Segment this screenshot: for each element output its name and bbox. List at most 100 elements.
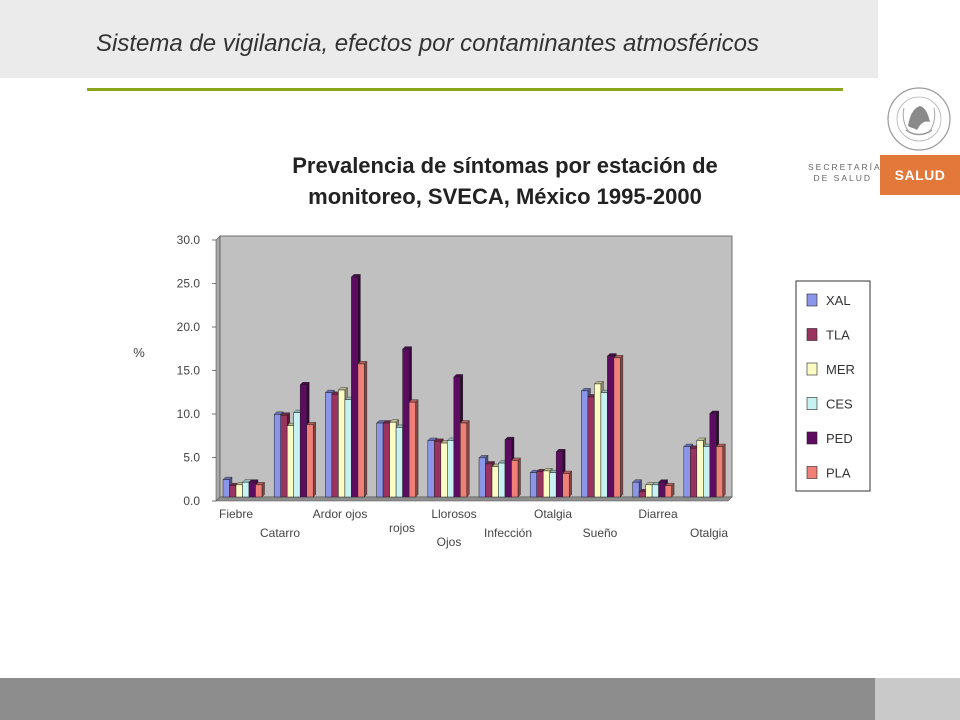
bar-xal xyxy=(478,457,486,498)
bar-xal xyxy=(632,481,640,498)
bar-pla xyxy=(562,473,570,498)
bar-mer xyxy=(286,425,294,498)
legend-label-ped: PED xyxy=(826,431,853,446)
bar-ped xyxy=(402,348,410,498)
plot-side-wall xyxy=(215,235,221,502)
bar-ped xyxy=(351,276,359,498)
seal-icon xyxy=(887,87,951,151)
bar-xal xyxy=(376,422,384,498)
bar-pla xyxy=(408,401,416,498)
bar-ces xyxy=(549,472,557,498)
footer-bar xyxy=(0,678,875,720)
category-label: rojos xyxy=(389,521,415,535)
legend-swatch-pla xyxy=(806,466,818,479)
bar-pla xyxy=(613,357,621,498)
y-tick-label: 25.0 xyxy=(177,277,201,291)
bar-side xyxy=(313,421,316,498)
footer-right-block xyxy=(875,678,960,720)
bar-mer xyxy=(338,389,346,498)
bar-ped xyxy=(299,384,307,498)
legend-label-pla: PLA xyxy=(826,466,851,481)
legend-swatch-mer xyxy=(806,362,818,376)
bar-tla xyxy=(485,463,493,498)
bar-xal xyxy=(222,479,230,498)
bar-side xyxy=(466,420,470,498)
bar-mer xyxy=(542,470,550,498)
bar-side xyxy=(620,354,624,498)
bar-tla xyxy=(536,471,544,498)
bar-side xyxy=(722,443,726,498)
legend-swatch-ces xyxy=(806,397,818,410)
y-tick-label: 5.0 xyxy=(183,451,200,465)
header-bar xyxy=(0,0,878,78)
y-tick-label: 10.0 xyxy=(177,407,201,421)
bar-ped xyxy=(453,376,461,498)
bar-xal xyxy=(529,472,537,498)
y-tick-label: 30.0 xyxy=(177,233,201,247)
bar-ces xyxy=(344,399,352,498)
bar-mer xyxy=(491,466,499,498)
title-underline xyxy=(87,88,843,91)
category-label: Ojos xyxy=(437,535,462,549)
category-label: Llorosos xyxy=(431,507,476,521)
bar-tla xyxy=(434,441,442,498)
legend-swatch-ped xyxy=(806,431,818,445)
legend-label-mer: MER xyxy=(826,362,855,377)
bar-mer xyxy=(389,421,397,498)
plot-floor xyxy=(215,496,733,502)
bar-pla xyxy=(511,460,519,498)
bar-side xyxy=(415,399,419,498)
bar-xal xyxy=(325,392,333,498)
bar-ces xyxy=(242,481,250,498)
bar-tla xyxy=(382,422,390,498)
legend-label-tla: TLA xyxy=(826,328,850,343)
y-axis-label: % xyxy=(133,345,145,360)
bar-pla xyxy=(357,363,365,498)
legend-box xyxy=(795,280,871,492)
bar-pla xyxy=(460,422,468,498)
bar-side xyxy=(569,470,572,498)
bar-mer xyxy=(696,440,704,498)
page-title: Sistema de vigilancia, efectos por conta… xyxy=(96,30,759,57)
legend-swatch-tla xyxy=(806,328,818,341)
bar-xal xyxy=(683,446,691,498)
bar-ped xyxy=(709,413,717,498)
bar-pla xyxy=(306,424,314,498)
salud-logo: SALUD xyxy=(880,155,960,195)
category-label: Infección xyxy=(484,526,532,540)
category-label: Otalgia xyxy=(690,526,728,540)
bar-ces xyxy=(498,462,506,498)
bar-ped xyxy=(607,355,615,498)
bar-ped xyxy=(555,451,563,498)
bar-pla xyxy=(664,485,672,498)
bar-xal xyxy=(427,440,435,498)
bar-xal xyxy=(273,414,281,498)
bar-ces xyxy=(447,440,455,498)
bar-tla xyxy=(587,396,595,498)
bar-mer xyxy=(440,442,448,498)
bar-mer xyxy=(594,383,602,498)
bar-ces xyxy=(600,392,608,498)
bar-ces xyxy=(293,412,301,498)
y-tick-label: 20.0 xyxy=(177,320,201,334)
chart-title: Prevalencia de síntomas por estación de … xyxy=(292,153,718,209)
bar-tla xyxy=(690,448,698,498)
bar-tla xyxy=(280,414,288,498)
bar-pla xyxy=(255,484,263,498)
bar-ces xyxy=(703,446,711,498)
category-label: Catarro xyxy=(260,526,300,540)
legend-swatch-xal xyxy=(806,293,818,307)
bar-tla xyxy=(638,491,646,498)
bar-side xyxy=(517,457,521,498)
legend-label-xal: XAL xyxy=(826,293,851,308)
category-label: Otalgia xyxy=(534,507,572,521)
bar-ped xyxy=(658,481,666,498)
bar-side xyxy=(364,360,368,498)
bar-xal xyxy=(581,390,589,498)
category-label: Ardor ojos xyxy=(313,507,368,521)
legend-label-ces: CES xyxy=(826,397,853,412)
secretaria-label: SECRETARÍA DE SALUD xyxy=(808,162,882,183)
bar-ped xyxy=(248,481,256,498)
bar-ped xyxy=(504,439,512,498)
